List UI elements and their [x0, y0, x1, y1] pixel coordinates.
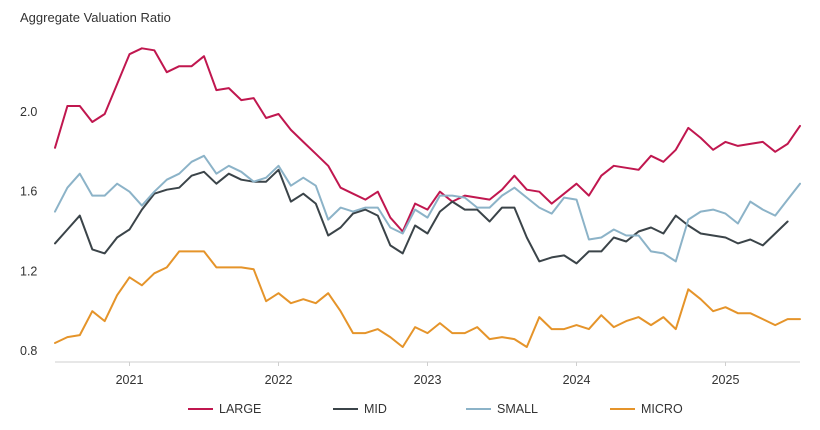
legend-label-mid: MID — [364, 402, 387, 416]
x-tick-label: 2024 — [563, 373, 591, 387]
legend-label-large: LARGE — [219, 402, 261, 416]
x-tick-label: 2021 — [116, 373, 144, 387]
legend-label-small: SMALL — [497, 402, 538, 416]
x-tick-label: 2025 — [712, 373, 740, 387]
y-tick-label: 1.6 — [20, 185, 37, 199]
series-lines — [54, 47, 801, 348]
legend-label-micro: MICRO — [641, 402, 683, 416]
series-line-small — [54, 154, 801, 263]
y-tick-label: 2.0 — [20, 105, 37, 119]
series-line-mid — [54, 168, 789, 265]
x-tick-label: 2022 — [265, 373, 293, 387]
y-tick-label: 1.2 — [20, 264, 37, 278]
y-axis: 0.8 1.2 1.6 2.0 — [20, 105, 37, 358]
legend: LARGE MID SMALL MICRO — [188, 402, 683, 416]
y-tick-label: 0.8 — [20, 344, 37, 358]
x-tick-label: 2023 — [414, 373, 442, 387]
series-line-large — [54, 47, 801, 233]
chart-title: Aggregate Valuation Ratio — [20, 10, 171, 25]
series-line-micro — [54, 250, 801, 348]
x-axis: 2021 2022 2023 2024 2025 — [116, 362, 740, 387]
